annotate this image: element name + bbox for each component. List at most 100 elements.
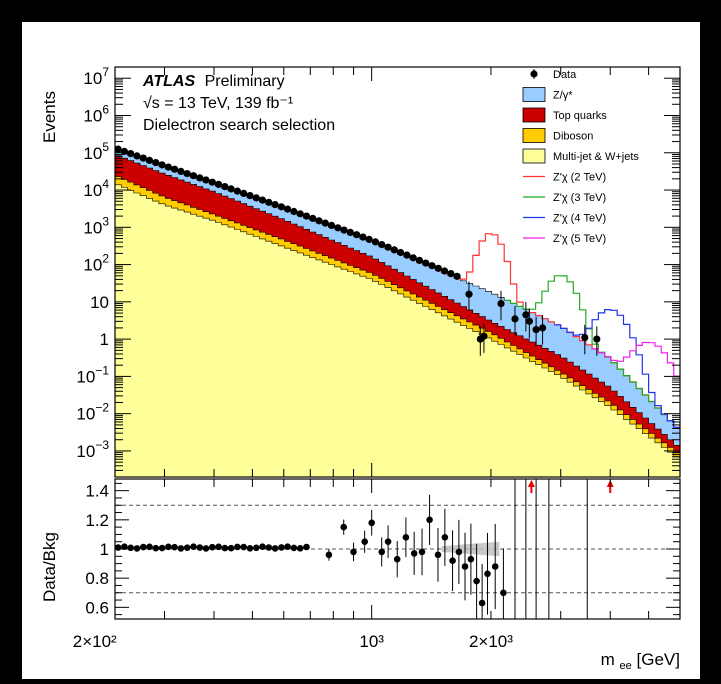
ratio-tick-label: 0.8 [85, 569, 109, 588]
data-point [208, 178, 216, 186]
y-tick-label-base: 10 [76, 442, 95, 461]
data-point [365, 235, 373, 243]
ratio-point [361, 538, 369, 545]
y-tick-label-exponent: −3 [95, 438, 109, 452]
data-point [158, 161, 166, 169]
ratio-point [290, 544, 298, 552]
y-tick-label-base: 10 [76, 367, 95, 386]
y-tick-label-exponent: 7 [102, 65, 109, 79]
ratio-uncertainty-band [441, 541, 500, 557]
stack-multi-jet-w-jets [115, 184, 680, 477]
legend-label: Data [553, 69, 577, 81]
physics-plot: Events Data/Bkg ATLAS Preliminary √s = 1… [40, 65, 681, 672]
data-point [127, 150, 135, 158]
data-point [115, 145, 122, 153]
data-point [233, 187, 241, 195]
x-tick-label: 10³ [359, 632, 384, 651]
ratio-point [115, 544, 122, 551]
legend-swatch [522, 107, 546, 123]
ratio-point [449, 557, 456, 564]
ratio-point [221, 544, 229, 552]
y-tick-label-base: 10 [83, 181, 102, 200]
ratio-point [467, 555, 475, 563]
ratio-point [246, 545, 254, 552]
y-tick-label: 10−3 [76, 438, 109, 461]
ratio-point [473, 577, 480, 585]
panel-frames [114, 66, 681, 620]
data-point [309, 214, 317, 222]
y-tick-label-base: 10 [83, 106, 102, 125]
data-point [277, 203, 285, 211]
y-tick-label: 10 [90, 293, 109, 312]
ratio-point [402, 534, 410, 541]
atlas-label: ATLAS Preliminary [142, 73, 285, 90]
legend-swatch [522, 87, 546, 102]
ratio-point [478, 599, 486, 607]
ratio-point [152, 544, 160, 552]
ratio-point [434, 551, 442, 559]
ratio-point [368, 519, 376, 527]
data-point [321, 219, 329, 227]
ratio-point [393, 555, 401, 563]
data-point [403, 251, 411, 259]
ratio-point [500, 589, 507, 597]
data-point [428, 262, 436, 270]
main-frame [114, 66, 681, 478]
data-point [441, 267, 449, 275]
y-tick-label-exponent: −1 [95, 363, 109, 377]
ratio-point [384, 538, 392, 545]
ratio-point [196, 544, 204, 551]
ratio-point [461, 563, 469, 570]
ratio-point [209, 543, 216, 551]
ratio-point [177, 545, 185, 552]
ratio-point [133, 545, 141, 552]
data-point [227, 185, 235, 193]
signal-line-5000 [592, 341, 680, 377]
ratio-point [190, 543, 197, 550]
ratio-point [240, 543, 247, 551]
data-point [133, 152, 141, 160]
data-point [183, 170, 191, 178]
ratio-point [296, 545, 304, 552]
data-point [511, 315, 519, 323]
data-point [522, 311, 530, 319]
ratio-point [271, 545, 279, 552]
y-tick-label: 103 [83, 214, 109, 237]
y-tick-label: 10−2 [76, 401, 109, 424]
data-point [593, 335, 601, 343]
ratio-point [140, 543, 147, 551]
ratio-point [127, 544, 134, 552]
y-tick-label-exponent: −2 [95, 401, 109, 415]
ratio-point [340, 523, 348, 531]
data-point [453, 272, 461, 280]
ratio-tick-label: 1.2 [85, 511, 109, 530]
data-point [539, 324, 547, 332]
y-tick-label-exponent: 6 [102, 102, 109, 116]
y-tick-label: 102 [83, 252, 109, 275]
ratio-point [418, 548, 426, 556]
x-axis-label-sub: ee [620, 660, 632, 672]
data-point [246, 192, 254, 200]
ratio-point [202, 545, 210, 552]
main-panel [115, 145, 680, 477]
selection-label: Dielectron search selection [143, 117, 335, 134]
data-point [152, 159, 160, 167]
legend-label: Z'χ (3 TeV) [553, 192, 606, 204]
signal-line-4000 [554, 309, 680, 428]
ratio-point [278, 544, 285, 551]
legend-marker-data [530, 70, 538, 78]
ratio-tick-label: 0.6 [85, 598, 109, 617]
data-point [340, 226, 348, 234]
y-tick-label: 106 [83, 102, 109, 125]
data-point [465, 290, 473, 298]
data-point [202, 176, 210, 184]
y-tick-label: 1 [100, 330, 109, 349]
ratio-panel [115, 479, 680, 619]
data-point [359, 233, 367, 241]
data-point [171, 165, 179, 173]
data-point [145, 156, 154, 164]
data-point [139, 154, 147, 162]
ratio-point [455, 548, 463, 556]
ratio-point [350, 548, 357, 556]
data-point [315, 217, 323, 225]
